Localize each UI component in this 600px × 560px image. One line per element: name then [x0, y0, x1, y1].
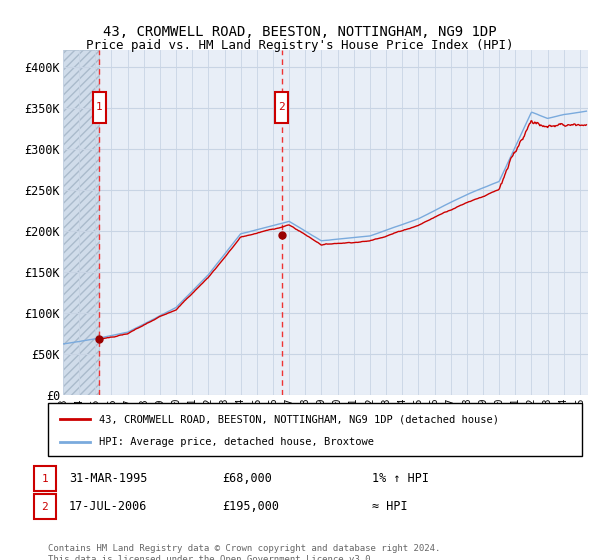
FancyBboxPatch shape	[93, 92, 106, 123]
Text: Contains HM Land Registry data © Crown copyright and database right 2024.
This d: Contains HM Land Registry data © Crown c…	[48, 544, 440, 560]
Text: 2: 2	[278, 102, 285, 112]
Text: 31-MAR-1995: 31-MAR-1995	[69, 472, 148, 486]
Text: 1: 1	[96, 102, 103, 112]
Text: HPI: Average price, detached house, Broxtowe: HPI: Average price, detached house, Brox…	[99, 436, 374, 446]
Text: 43, CROMWELL ROAD, BEESTON, NOTTINGHAM, NG9 1DP: 43, CROMWELL ROAD, BEESTON, NOTTINGHAM, …	[103, 25, 497, 39]
Text: 1% ↑ HPI: 1% ↑ HPI	[372, 472, 429, 486]
Text: £68,000: £68,000	[222, 472, 272, 486]
Text: £195,000: £195,000	[222, 500, 279, 514]
Text: 2: 2	[41, 502, 49, 512]
Text: 1: 1	[41, 474, 49, 484]
Text: 43, CROMWELL ROAD, BEESTON, NOTTINGHAM, NG9 1DP (detached house): 43, CROMWELL ROAD, BEESTON, NOTTINGHAM, …	[99, 414, 499, 424]
Text: 17-JUL-2006: 17-JUL-2006	[69, 500, 148, 514]
Text: Price paid vs. HM Land Registry's House Price Index (HPI): Price paid vs. HM Land Registry's House …	[86, 39, 514, 52]
FancyBboxPatch shape	[275, 92, 288, 123]
Text: ≈ HPI: ≈ HPI	[372, 500, 407, 514]
